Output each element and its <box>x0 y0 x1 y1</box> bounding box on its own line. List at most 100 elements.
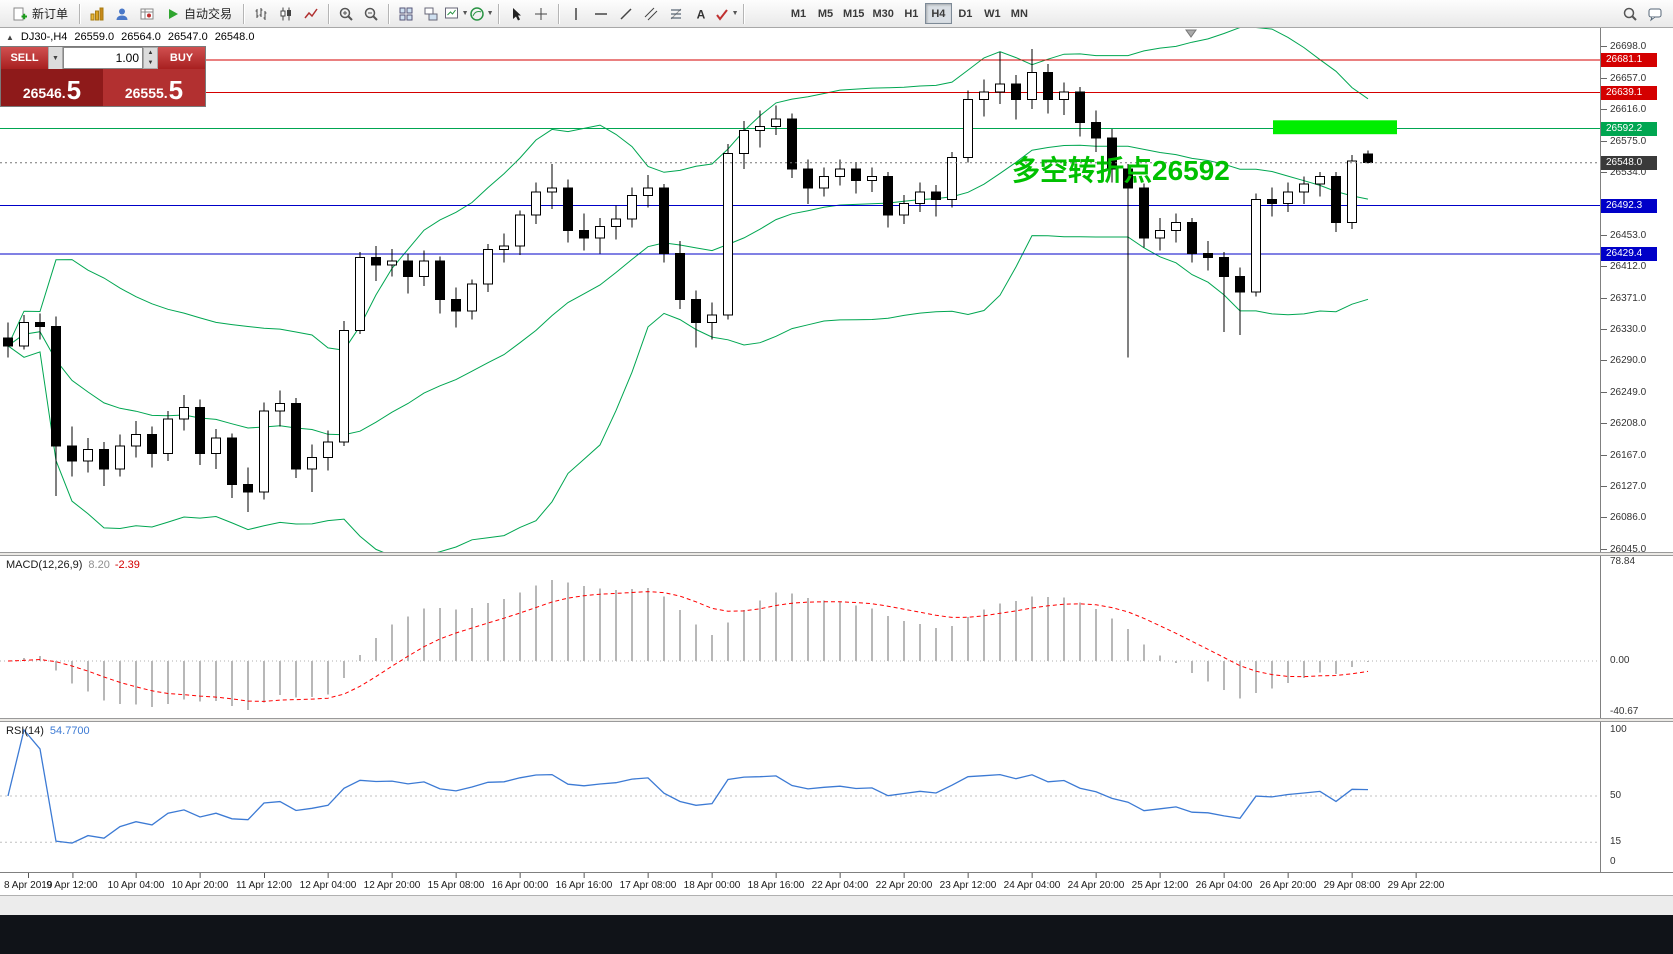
price-tick: 26045.0 <box>1600 544 1647 555</box>
time-axis[interactable]: 8 Apr 2019 9 Apr 12:00 10 Apr 04:00 10 Apr … <box>0 872 1673 895</box>
zoom-in-icon <box>338 6 354 22</box>
candle-body <box>675 253 685 301</box>
candle-body <box>147 433 157 454</box>
text-tool-button[interactable]: A <box>689 2 713 26</box>
candle-body <box>323 441 333 458</box>
candle-body <box>1139 187 1149 239</box>
market-watch-button[interactable] <box>135 2 159 26</box>
timeframe-m1[interactable]: M1 <box>790 7 807 20</box>
cascade-windows-button[interactable] <box>419 2 443 26</box>
fibonacci-tool-button[interactable] <box>664 2 688 26</box>
candle-body <box>627 195 637 220</box>
toolbar-separator <box>388 3 390 24</box>
indicators-dropdown-button[interactable]: ▼ <box>469 2 494 26</box>
cursor-button[interactable] <box>504 2 528 26</box>
order-type-dropdown[interactable]: ▼ <box>48 47 63 69</box>
bar-high-value: 26564.0 <box>121 31 161 43</box>
candle-body <box>963 99 973 158</box>
candle-body <box>1299 183 1309 193</box>
charts-shortcut-button[interactable] <box>85 2 109 26</box>
chart-shift-marker[interactable] <box>1185 29 1197 38</box>
candle-body <box>1187 222 1197 254</box>
horizontal-line-tool-button[interactable] <box>589 2 613 26</box>
annotation-text[interactable]: 多空转折点26592 <box>1012 154 1230 186</box>
candle-body <box>499 245 509 251</box>
line-chart-button[interactable] <box>299 2 323 26</box>
new-order-button[interactable]: 新订单 <box>6 2 74 26</box>
buy-button[interactable]: BUY <box>158 47 205 69</box>
time-label: 15 Apr 08:00 <box>427 873 485 891</box>
timeframe-m30[interactable]: M30 <box>872 7 894 20</box>
step-down-icon[interactable]: ▼ <box>147 60 154 66</box>
time-label: 25 Apr 12:00 <box>1131 873 1189 891</box>
price-tick: 26167.0 <box>1600 450 1647 461</box>
trade-panel-prices: 26546. 5 26555. 5 <box>1 69 205 106</box>
rsi-line <box>7 728 1369 844</box>
time-label: 9 Apr 12:00 <box>46 873 98 891</box>
candle-body <box>1283 191 1293 204</box>
tile-windows-button[interactable] <box>394 2 418 26</box>
step-up-icon[interactable]: ▲ <box>147 50 154 56</box>
price-tick: 26657.0 <box>1600 73 1647 84</box>
vertical-line-tool-button[interactable] <box>564 2 588 26</box>
sell-price-box[interactable]: 26546. 5 <box>1 69 103 106</box>
new-chart-dropdown-button[interactable]: ▼ <box>444 2 469 26</box>
candle-body <box>451 299 461 312</box>
crosshair-button[interactable] <box>529 2 553 26</box>
auto-trading-button[interactable]: 自动交易 <box>160 2 238 26</box>
play-icon <box>166 7 180 21</box>
price-scale[interactable]: 26698.0 26657.0 26616.0 26575.0 26534.0 26453… <box>1600 28 1673 872</box>
candle-body <box>259 410 269 493</box>
chart-title: ▲ DJ30-,H4 26559.0 26564.0 26547.0 26548… <box>6 31 254 43</box>
buy-price-box[interactable]: 26555. 5 <box>103 69 205 106</box>
candle-body <box>579 229 589 239</box>
macd-label: MACD(12,26,9) 8.20 -2.39 <box>6 559 140 571</box>
candle-body <box>1123 168 1133 189</box>
bar-chart-icon <box>253 6 269 22</box>
profiles-button[interactable] <box>110 2 134 26</box>
timeframe-m5[interactable]: M5 <box>817 7 834 20</box>
macd-scale-value: 78.84 <box>1610 556 1636 567</box>
main-price-chart[interactable]: 多空转折点26592 <box>0 28 1600 552</box>
timeframe-h1[interactable]: H1 <box>904 7 919 20</box>
panel-splitter[interactable] <box>0 552 1673 556</box>
macd-indicator-chart[interactable] <box>0 556 1600 718</box>
candle-body <box>723 152 733 316</box>
rsi-label: RSI(14) 54.7700 <box>6 725 90 737</box>
bar-chart-button[interactable] <box>249 2 273 26</box>
zoom-out-button[interactable] <box>359 2 383 26</box>
sell-button[interactable]: SELL <box>1 47 48 69</box>
panel-splitter[interactable] <box>0 718 1673 722</box>
volume-input[interactable] <box>63 47 143 69</box>
timeframe-bar: M1 M5 M15 M30 H1 H4 D1 W1 MN <box>785 3 1033 24</box>
price-tick: 26371.0 <box>1600 293 1647 304</box>
candle-body <box>163 418 173 454</box>
time-label: 12 Apr 20:00 <box>363 873 421 891</box>
chat-button[interactable] <box>1643 2 1667 26</box>
candle-body <box>803 168 813 189</box>
timeframe-d1[interactable]: D1 <box>958 7 973 20</box>
channel-tool-button[interactable] <box>639 2 663 26</box>
search-button[interactable] <box>1618 2 1642 26</box>
time-label: 16 Apr 16:00 <box>555 873 613 891</box>
trendline-tool-button[interactable] <box>614 2 638 26</box>
timeframe-m15[interactable]: M15 <box>843 7 865 20</box>
candle-body <box>1059 91 1069 101</box>
timeframe-w1[interactable]: W1 <box>984 7 1001 20</box>
candle-body <box>99 449 109 470</box>
one-click-toggle-icon[interactable]: ▲ <box>6 32 14 42</box>
timeframe-mn[interactable]: MN <box>1010 7 1028 20</box>
annotation-rectangle[interactable] <box>1273 120 1397 135</box>
candle-body <box>131 433 141 447</box>
rsi-indicator-chart[interactable] <box>0 722 1600 872</box>
zoom-in-button[interactable] <box>334 2 358 26</box>
timeframe-h4[interactable]: H4 <box>924 3 952 24</box>
price-tick: 26127.0 <box>1600 481 1647 492</box>
candlestick-chart-button[interactable] <box>274 2 298 26</box>
buy-price-large: 5 <box>168 75 184 105</box>
volume-stepper[interactable]: ▲ ▼ <box>143 47 158 69</box>
arrow-tools-button[interactable]: ▼ <box>714 2 739 26</box>
candle-body <box>835 168 845 178</box>
candle-body <box>1027 72 1037 100</box>
bar-open-value: 26559.0 <box>74 31 115 43</box>
